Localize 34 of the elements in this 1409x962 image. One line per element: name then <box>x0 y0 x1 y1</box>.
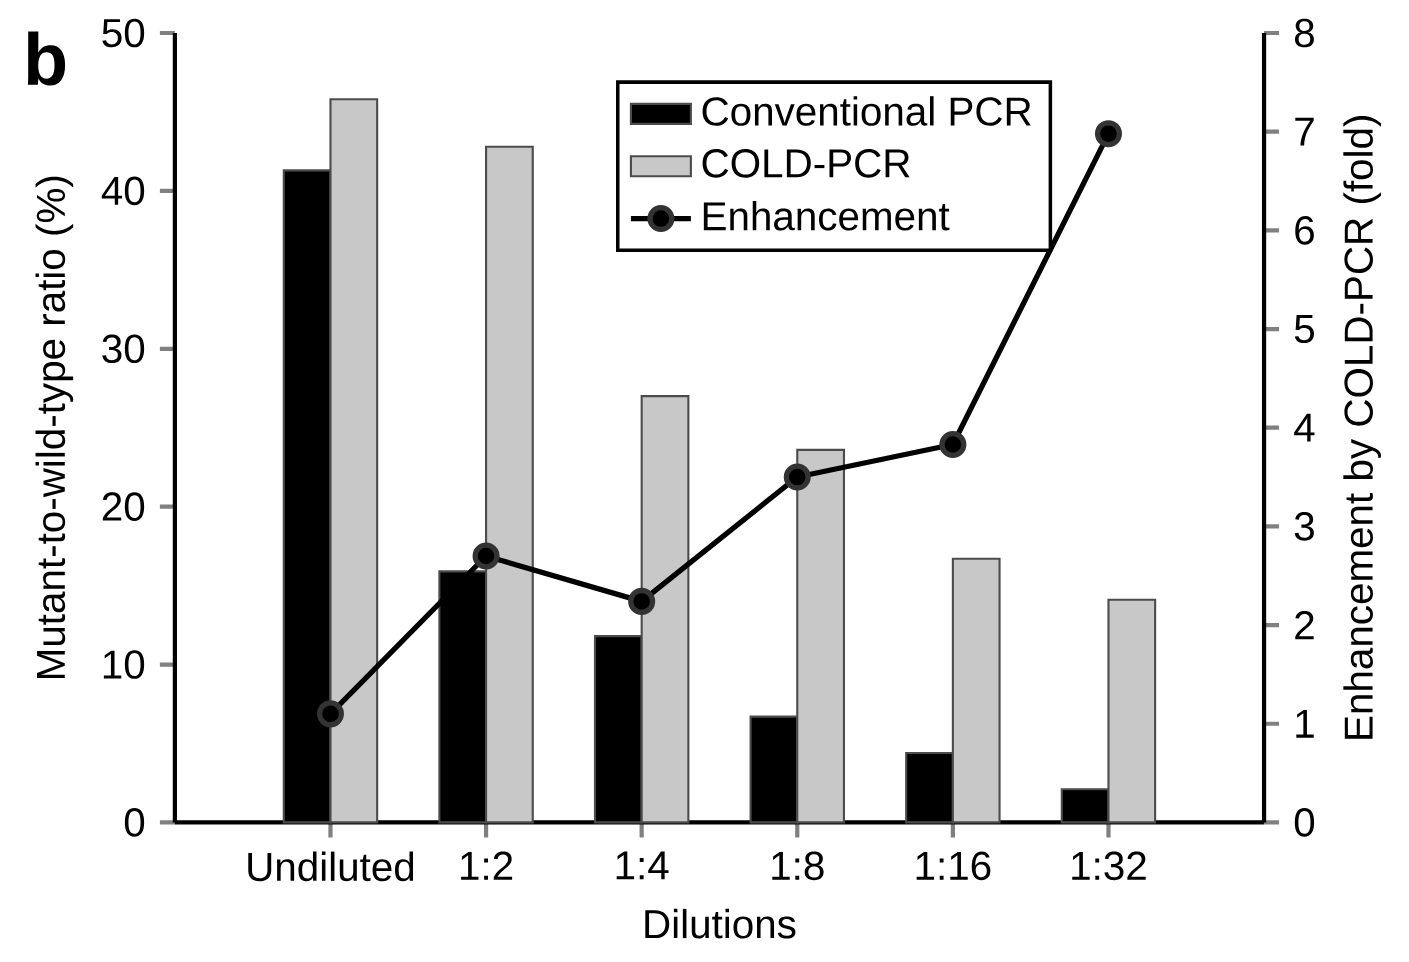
x-tick-label: 1:8 <box>772 851 824 880</box>
legend-label: COLD-PCR <box>702 148 910 178</box>
point <box>939 430 967 458</box>
point <box>472 542 500 570</box>
y-tick-label: 0 <box>124 807 145 837</box>
point <box>316 700 344 728</box>
point <box>1094 119 1122 148</box>
point <box>783 463 811 491</box>
y-tick-label: 10 <box>103 650 145 679</box>
x-tick-label: Undiluted <box>248 851 414 882</box>
y2-tick-label: 2 <box>1295 610 1314 640</box>
y-tick-label: 30 <box>102 334 145 363</box>
y2-tick-label: 7 <box>1295 117 1314 146</box>
x-tick-label: 1:16 <box>916 851 991 880</box>
y2-tick-label: 3 <box>1294 511 1314 541</box>
y2-tick-label: 5 <box>1294 314 1314 343</box>
y2-tick-label: 6 <box>1295 215 1314 245</box>
y-tick-label: 50 <box>102 18 145 48</box>
y2-tick-label: 0 <box>1294 807 1315 837</box>
y2-tick-label: 1 <box>1296 709 1314 738</box>
point <box>628 587 656 615</box>
text: b <box>27 31 66 86</box>
legend-label: Enhancement <box>703 200 950 231</box>
x-tick-label: 1:32 <box>1072 851 1146 880</box>
legend-label: Conventional PCR <box>702 96 1031 126</box>
x-axis-title: Dilutions <box>645 908 796 939</box>
y2-axis-title: Enhancement by COLD-PCR (fold) <box>1343 115 1381 739</box>
y2-tick-label: 8 <box>1294 18 1314 48</box>
y-axis-title: Mutant-to-wild-type ratio (%) <box>35 176 74 678</box>
y2-tick-label: 4 <box>1294 413 1315 442</box>
y-tick-label: 20 <box>102 492 145 521</box>
x-tick-label: 1:4 <box>616 851 669 880</box>
y-tick-label: 40 <box>101 176 145 206</box>
x-tick-label: 1:2 <box>461 851 513 880</box>
